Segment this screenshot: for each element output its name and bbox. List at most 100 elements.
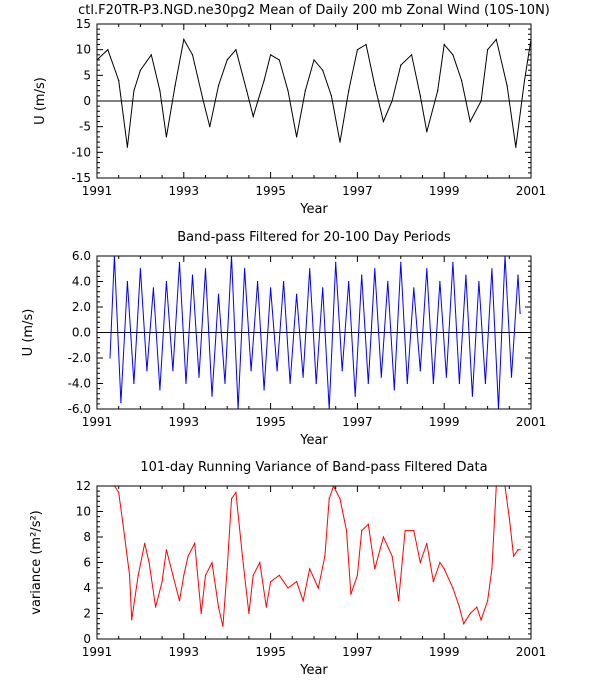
data-point xyxy=(302,600,304,602)
data-point xyxy=(256,280,259,283)
data-point xyxy=(315,382,317,385)
data-point xyxy=(495,38,497,41)
data-point xyxy=(126,280,128,283)
data-point xyxy=(211,561,213,564)
data-point xyxy=(128,574,131,576)
y-tick-label: -2.0 xyxy=(68,351,91,365)
data-point xyxy=(322,69,324,71)
y-tick-label: 6 xyxy=(83,556,91,570)
data-series-line xyxy=(97,37,531,148)
data-point xyxy=(174,85,176,87)
plot-frame xyxy=(96,485,532,640)
data-point xyxy=(361,530,363,532)
y-tick-label: 0 xyxy=(83,94,91,108)
data-point xyxy=(209,126,211,128)
data-point xyxy=(287,587,289,589)
x-tick-label: 1997 xyxy=(342,415,373,429)
y-tick-label: -6.0 xyxy=(68,402,91,416)
data-point xyxy=(391,100,393,102)
data-point xyxy=(419,561,421,564)
data-point xyxy=(426,268,428,270)
x-tick-label: 2001 xyxy=(516,645,547,659)
y-tick-label: 4.0 xyxy=(72,275,91,289)
data-point xyxy=(270,287,272,289)
data-point xyxy=(413,530,415,532)
y-tick-label: 0.0 xyxy=(72,326,91,340)
data-point xyxy=(452,54,454,56)
data-point xyxy=(194,542,196,544)
data-point xyxy=(296,293,298,295)
data-point xyxy=(317,587,319,589)
data-point xyxy=(339,141,341,143)
data-point xyxy=(480,619,482,621)
x-tick-label: 1995 xyxy=(255,645,286,659)
data-point xyxy=(458,382,460,385)
data-point xyxy=(471,395,474,397)
data-point xyxy=(265,606,267,608)
y-tick-label: 12 xyxy=(76,479,91,493)
data-point xyxy=(120,402,122,404)
data-point xyxy=(139,69,141,71)
data-point xyxy=(211,395,213,397)
data-point xyxy=(133,90,135,92)
data-point xyxy=(382,120,385,123)
data-point xyxy=(411,54,413,56)
data-point xyxy=(118,79,120,82)
data-point xyxy=(313,59,315,61)
y-tick-label: -5 xyxy=(79,120,91,134)
panel-3: 101-day Running Variance of Band-pass Fi… xyxy=(29,460,546,678)
data-point xyxy=(374,568,376,570)
data-point xyxy=(146,370,148,372)
data-point xyxy=(200,612,202,615)
data-point xyxy=(235,491,237,493)
data-point xyxy=(183,574,185,576)
data-point xyxy=(322,287,324,289)
data-point xyxy=(296,136,298,138)
y-tick-label: -15 xyxy=(71,171,91,185)
data-point xyxy=(460,79,463,82)
data-point xyxy=(224,382,226,385)
data-point xyxy=(252,115,254,117)
data-point xyxy=(354,395,356,397)
data-point xyxy=(400,64,402,66)
data-point xyxy=(419,95,421,97)
data-point xyxy=(154,606,157,608)
x-tick-label: 1993 xyxy=(169,184,200,198)
data-point xyxy=(131,619,133,621)
y-tick-label: 2.0 xyxy=(72,300,91,314)
data-point xyxy=(217,85,220,87)
data-point xyxy=(309,268,311,270)
data-series-line xyxy=(113,486,521,627)
data-point xyxy=(287,90,289,92)
data-point xyxy=(508,517,510,519)
data-point xyxy=(302,376,304,378)
data-point xyxy=(339,498,341,500)
data-point xyxy=(161,581,163,583)
data-point xyxy=(452,587,454,589)
data-point xyxy=(270,54,272,56)
data-point xyxy=(250,370,252,372)
x-tick-label: 1999 xyxy=(429,645,460,659)
data-point xyxy=(517,549,519,551)
data-point xyxy=(270,581,272,583)
data-point xyxy=(361,274,363,276)
data-point xyxy=(159,389,161,391)
panel-1: ctl.F20TR-P3.NGD.ne30pg2 Mean of Daily 2… xyxy=(33,3,550,217)
data-point xyxy=(491,268,493,270)
data-point xyxy=(387,280,389,283)
data-point xyxy=(241,555,243,557)
x-tick-label: 1991 xyxy=(82,184,113,198)
data-point xyxy=(204,574,207,576)
x-tick-label: 2001 xyxy=(516,184,547,198)
data-point xyxy=(463,623,465,625)
data-point xyxy=(374,85,376,87)
data-point xyxy=(484,382,487,385)
x-tick-label: 1993 xyxy=(169,415,200,429)
data-point xyxy=(365,43,367,46)
data-point xyxy=(341,370,343,372)
y-axis-label: U (m/s) xyxy=(33,77,48,125)
y-tick-label: 15 xyxy=(76,17,91,31)
x-tick-label: 1991 xyxy=(82,415,113,429)
data-point xyxy=(445,376,447,378)
